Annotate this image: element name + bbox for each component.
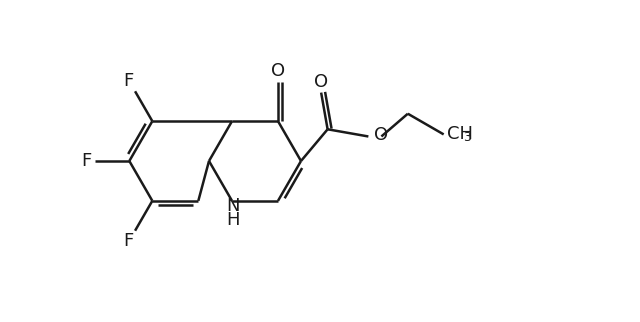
Text: N: N (227, 197, 240, 215)
Text: O: O (374, 127, 388, 145)
Text: F: F (81, 152, 92, 170)
Text: O: O (271, 62, 285, 80)
Text: 3: 3 (463, 131, 470, 144)
Text: CH: CH (447, 125, 473, 143)
Text: O: O (314, 72, 328, 90)
Text: F: F (123, 72, 133, 90)
Text: F: F (123, 232, 133, 250)
Text: H: H (227, 211, 240, 229)
